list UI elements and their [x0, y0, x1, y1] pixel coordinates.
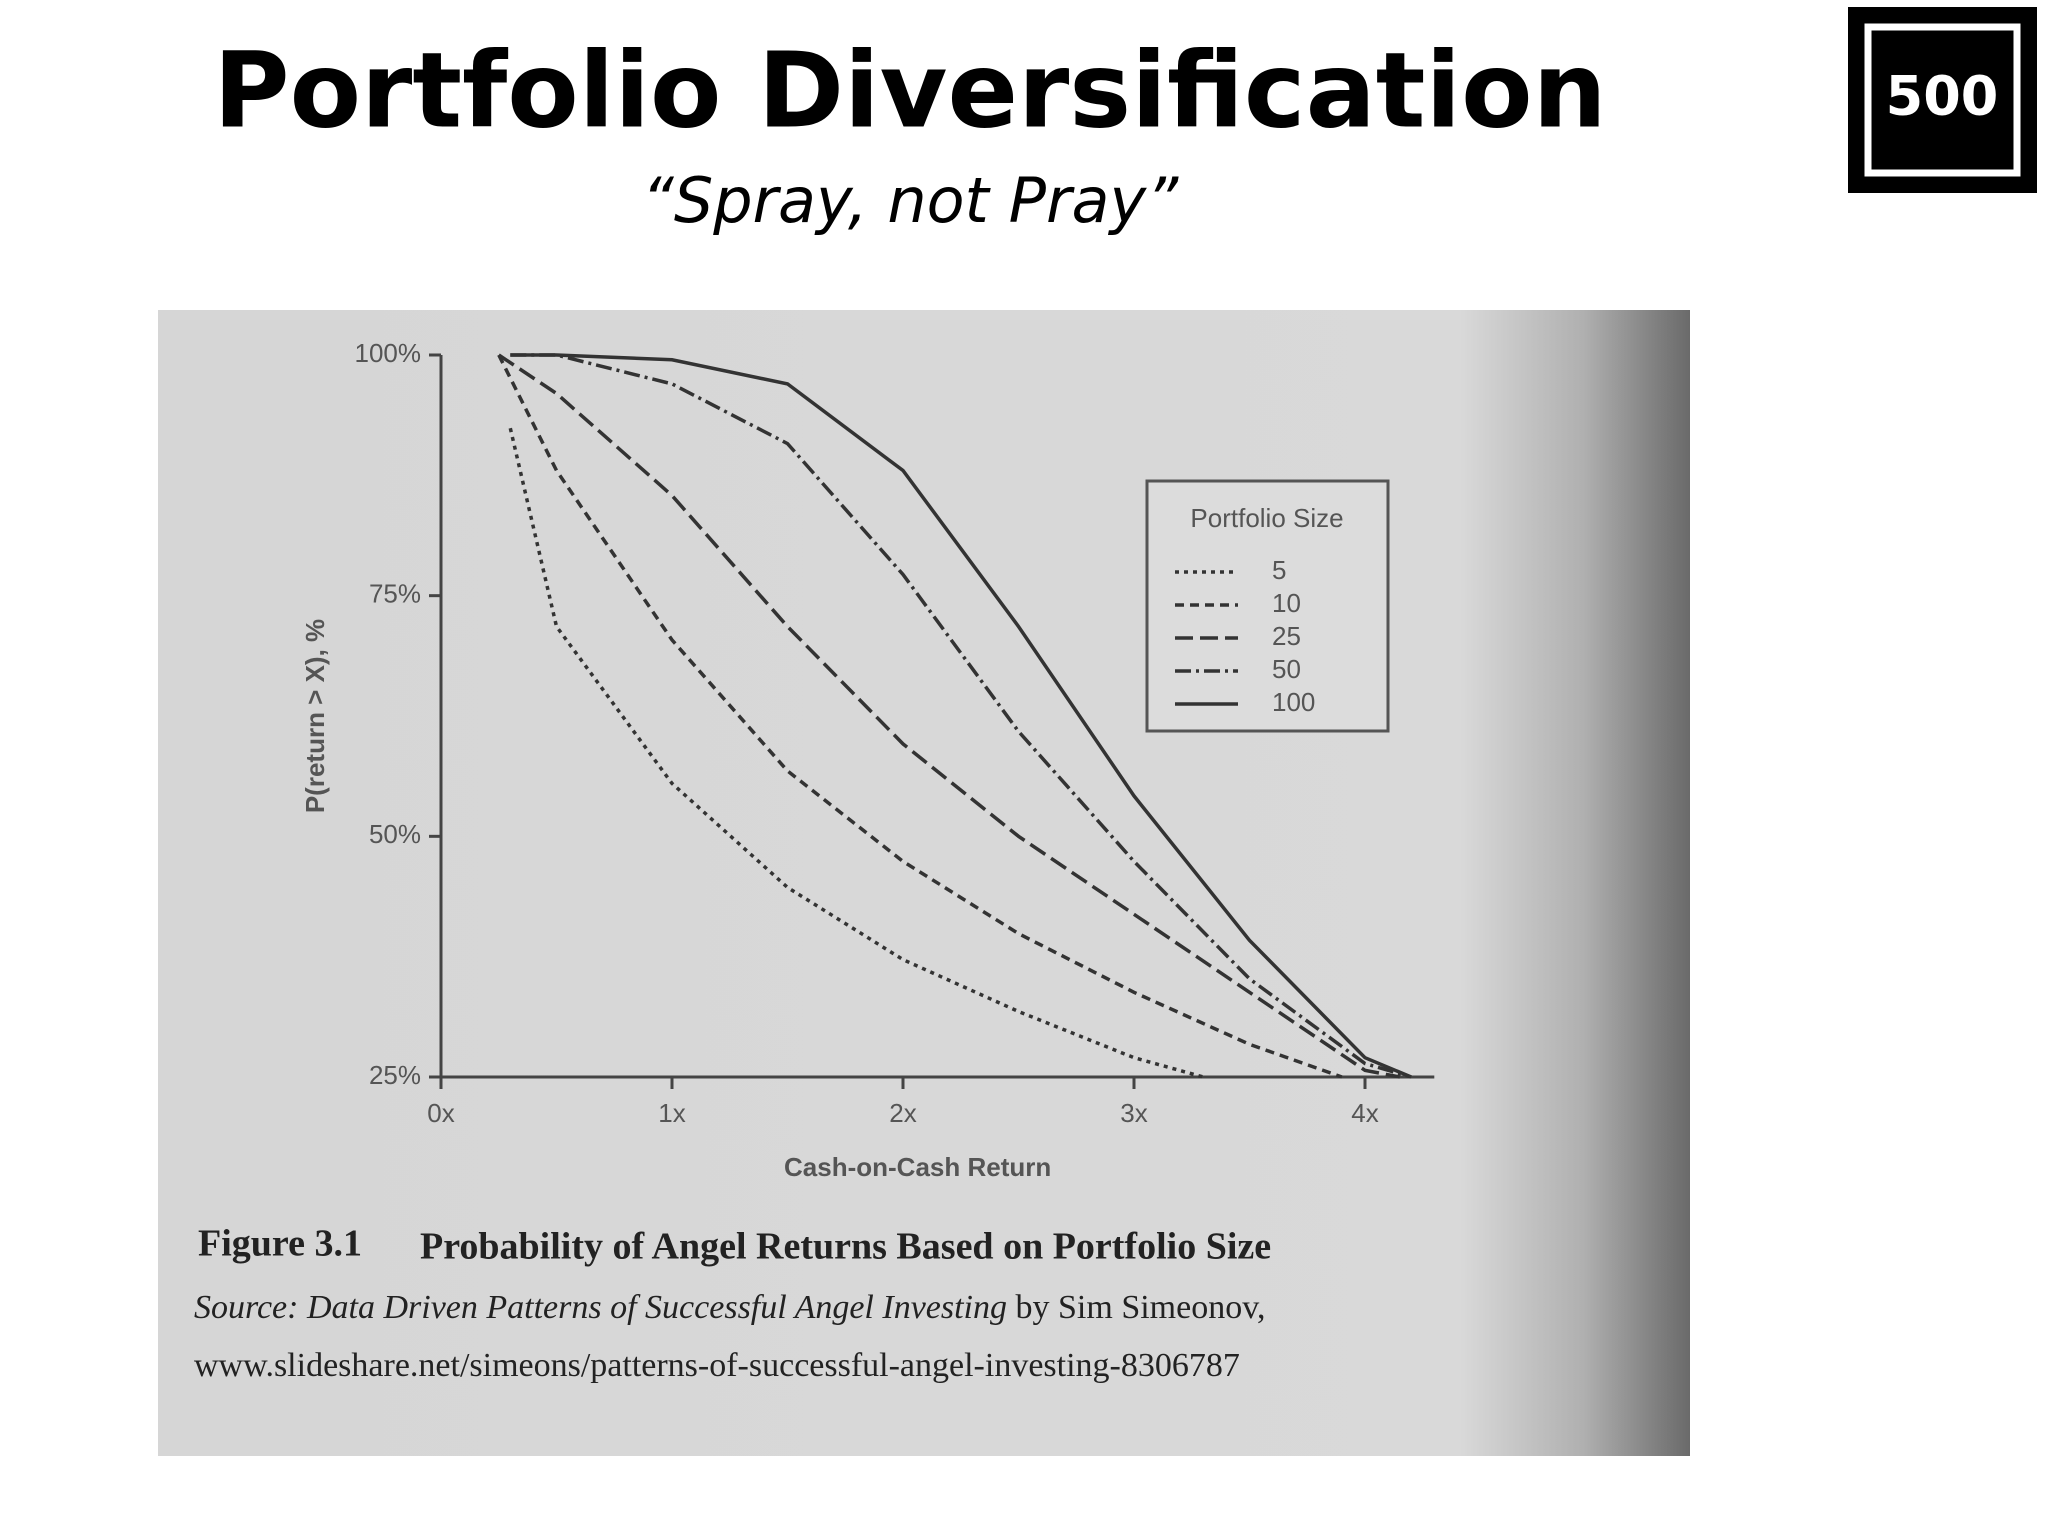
- slide-title: Portfolio Diversification: [213, 29, 1606, 151]
- x-tick-label: 3x: [1120, 1098, 1147, 1128]
- series-line: [508, 427, 1204, 1079]
- caption-source: Source: Data Driven Patterns of Successf…: [194, 1289, 1266, 1326]
- x-tick-label: 4x: [1351, 1098, 1378, 1128]
- legend-title: Portfolio Size: [1190, 503, 1343, 533]
- caption-figure: Figure 3.1: [198, 1223, 362, 1265]
- legend-label: 5: [1272, 555, 1286, 585]
- series-line: [497, 353, 1401, 1079]
- chart-photo: [158, 310, 1690, 1456]
- y-tick-label: 100%: [355, 338, 422, 368]
- logo-frame: [1864, 23, 2021, 177]
- logo-text: 500: [1886, 65, 1999, 128]
- legend-label: 50: [1272, 654, 1301, 684]
- slide-subtitle: “Spray, not Pray”: [642, 164, 1179, 237]
- x-axis-label: Cash-on-Cash Return: [784, 1152, 1051, 1182]
- chart: 25% 50% 75% 100% 0x 1x 2x 3x 4x P(return > X), % C…: [300, 338, 1435, 1182]
- legend-label: 100: [1272, 687, 1315, 717]
- series-line: [510, 353, 1412, 1079]
- legend-label: 25: [1272, 621, 1301, 651]
- series-line: [510, 353, 1412, 1079]
- y-tick-label: 75%: [369, 579, 421, 609]
- y-axis-label: P(return > X), %: [300, 619, 330, 813]
- source-label: Source:: [194, 1289, 298, 1326]
- logo-box: [1848, 7, 2037, 193]
- x-tick-label: 0x: [427, 1098, 454, 1128]
- source-author: by Sim Simeonov,: [1016, 1289, 1266, 1326]
- legend-label: 10: [1272, 588, 1301, 618]
- series-line: [497, 354, 1343, 1079]
- y-tick-label: 25%: [369, 1060, 421, 1090]
- source-url: www.slideshare.net/simeons/patterns-of-s…: [194, 1347, 1240, 1384]
- y-tick-label: 50%: [369, 819, 421, 849]
- x-tick-label: 2x: [889, 1098, 916, 1128]
- caption-title: Probability of Angel Returns Based on Po…: [420, 1226, 1271, 1268]
- legend-box: [1145, 479, 1390, 733]
- source-title: Data Driven Patterns of Successful Angel…: [306, 1289, 1007, 1326]
- x-tick-label: 1x: [658, 1098, 685, 1128]
